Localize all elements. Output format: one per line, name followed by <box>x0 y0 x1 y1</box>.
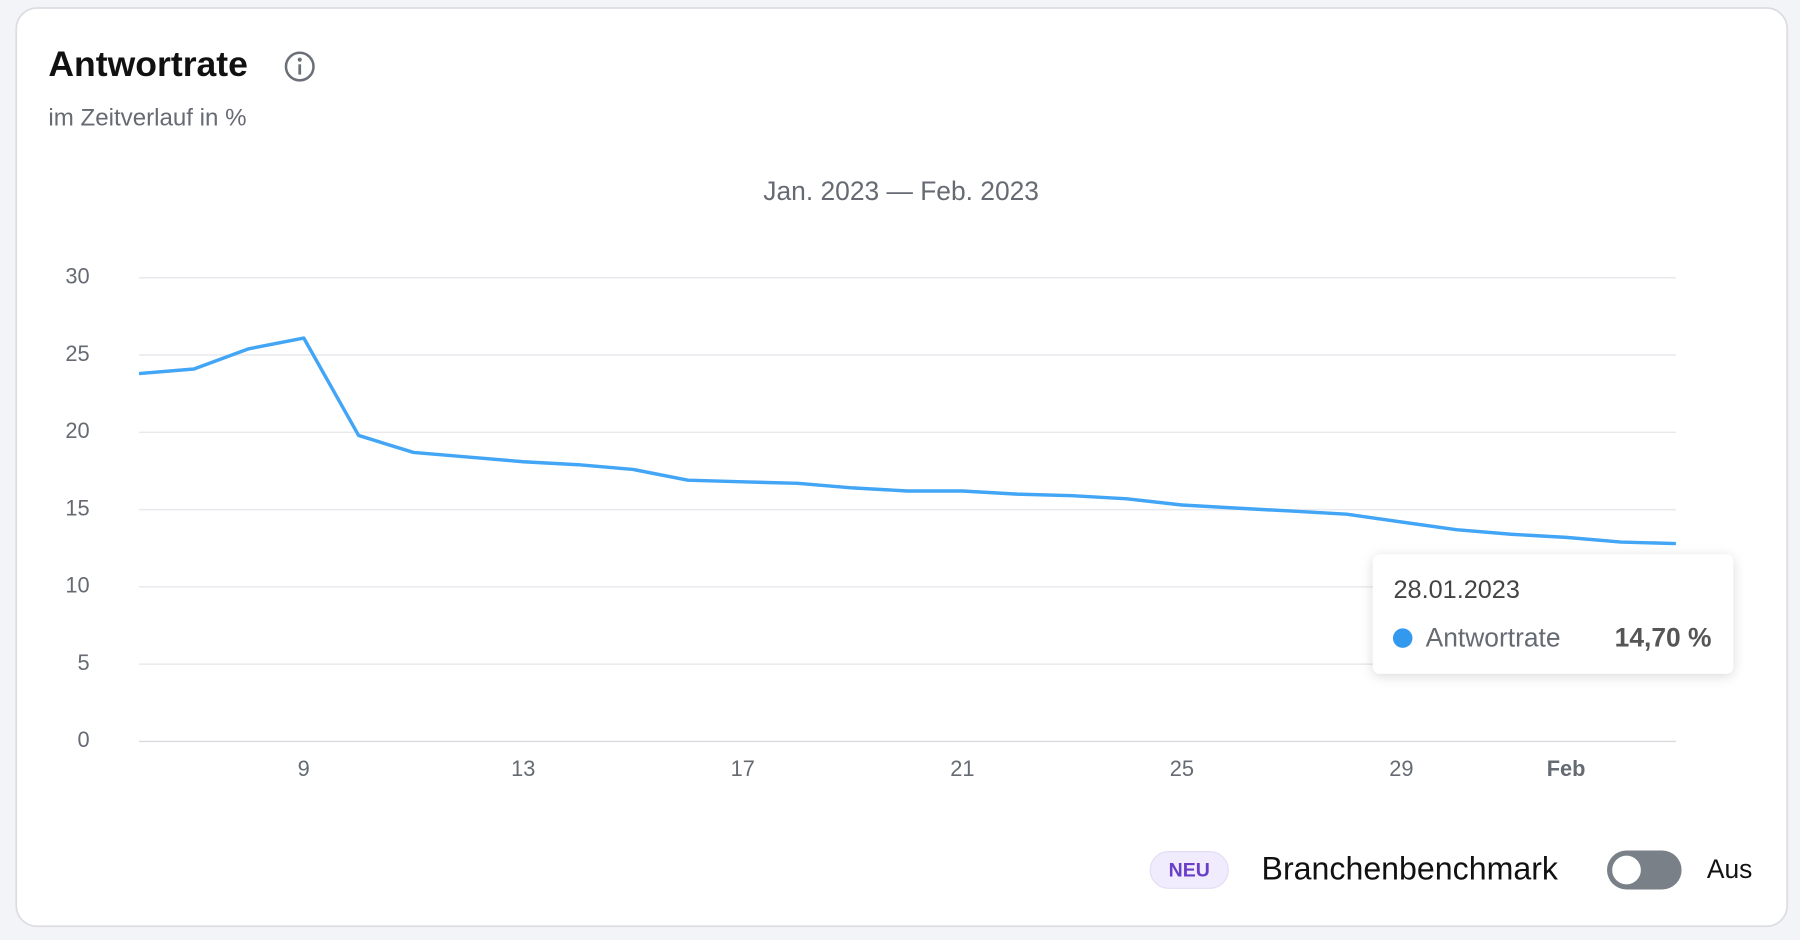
tooltip: 28.01.2023 Antwortrate 14,70 % <box>1372 554 1734 674</box>
x-tick-label: 29 <box>1389 756 1413 781</box>
x-tick-label: 9 <box>298 756 310 781</box>
y-tick-label: 10 <box>65 573 89 598</box>
line-series <box>138 336 1676 546</box>
x-tick-label: Feb <box>1547 756 1586 781</box>
y-tick-label: 25 <box>65 341 89 366</box>
chart-subtitle: im Zeitverlauf in % <box>48 105 246 132</box>
toggle-state: Aus <box>1707 854 1752 884</box>
x-tick-label: 21 <box>950 756 974 781</box>
date-range: Jan. 2023 — Feb. 2023 <box>763 176 1039 206</box>
badge <box>1149 851 1229 889</box>
y-tick-label: 20 <box>65 418 89 443</box>
tooltip-box <box>1372 554 1734 674</box>
toggle-label: Branchenbenchmark <box>1262 851 1559 887</box>
y-tick-label: 0 <box>78 727 90 752</box>
tooltip-dot <box>1392 628 1413 648</box>
y-tick-label: 30 <box>65 264 89 289</box>
tooltip-value: 14,70 % <box>1615 622 1712 652</box>
chart-title: Antwortrate <box>48 44 248 84</box>
x-tick-label: 25 <box>1170 756 1194 781</box>
toggle-switch[interactable] <box>1607 850 1682 890</box>
badge-label: NEU <box>1169 859 1210 881</box>
y-tick-label: 5 <box>78 650 90 675</box>
tooltip-series: Antwortrate <box>1426 622 1561 652</box>
card <box>15 7 1789 928</box>
info-icon[interactable] <box>284 51 315 82</box>
x-tick-label: 17 <box>731 756 755 781</box>
x-tick-label: 13 <box>511 756 535 781</box>
tooltip-date: 28.01.2023 <box>1394 576 1520 604</box>
y-tick-label: 15 <box>65 495 89 520</box>
